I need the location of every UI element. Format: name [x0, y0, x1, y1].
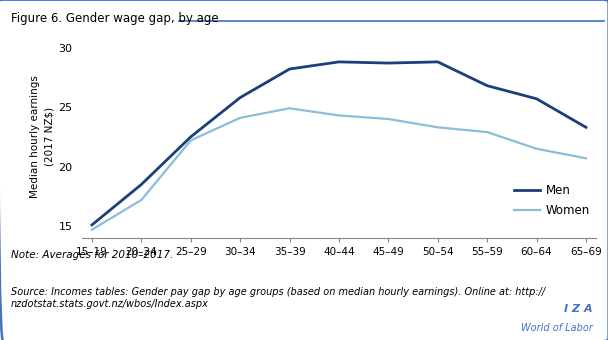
Text: World of Labor: World of Labor — [521, 323, 593, 333]
Text: Source: Incomes tables: Gender pay gap by age groups (based on median hourly ear: Source: Incomes tables: Gender pay gap b… — [11, 287, 545, 309]
Text: Note: Averages for 2010–2017.: Note: Averages for 2010–2017. — [11, 250, 173, 260]
Legend: Men, Women: Men, Women — [510, 180, 595, 222]
Y-axis label: Median hourly earnings
(2017 NZ$): Median hourly earnings (2017 NZ$) — [30, 75, 54, 198]
Text: Figure 6. Gender wage gap, by age: Figure 6. Gender wage gap, by age — [11, 12, 218, 25]
Text: I Z A: I Z A — [564, 305, 593, 314]
